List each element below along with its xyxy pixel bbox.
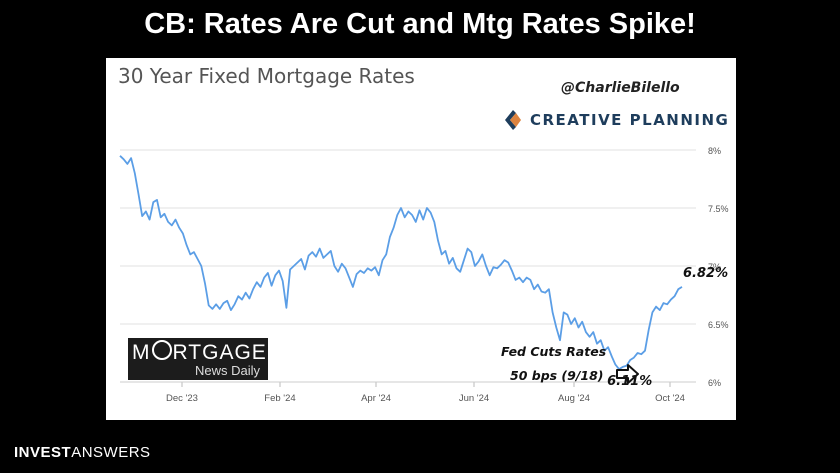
mortgage-news-daily-logo: M RTGAGE News Daily	[128, 338, 268, 380]
mnd-wordmark: M RTGAGE	[132, 340, 267, 365]
x-tick-label: Jun '24	[459, 393, 489, 404]
slide-title: CB: Rates Are Cut and Mtg Rates Spike!	[0, 4, 840, 44]
fed-cut-annotation-line2: 50 bps (9/18)	[510, 368, 604, 383]
footer-brand-bold: INVEST	[14, 444, 71, 461]
y-tick-label: 7.5%	[708, 204, 729, 214]
mnd-subtitle: News Daily	[195, 363, 260, 378]
y-tick-label: 6%	[708, 378, 721, 388]
y-tick-label: 8%	[708, 146, 721, 156]
x-tick-label: Dec '23	[166, 393, 198, 404]
x-tick-label: Feb '24	[264, 393, 295, 404]
globe-icon	[152, 340, 172, 360]
x-tick-label: Oct '24	[655, 393, 685, 404]
low-rate-label: 6.11%	[607, 374, 652, 389]
mnd-wordmark-right: RTGAGE	[173, 341, 267, 364]
chart-panel: 30 Year Fixed Mortgage Rates @CharlieBil…	[106, 58, 736, 420]
fed-cut-annotation-line1: Fed Cuts Rates	[501, 344, 606, 359]
footer-brand-light: ANSWERS	[71, 444, 150, 461]
x-tick-label: Apr '24	[361, 393, 391, 404]
last-rate-label: 6.82%	[683, 266, 728, 281]
mnd-wordmark-left: M	[132, 341, 151, 364]
y-tick-label: 6.5%	[708, 320, 729, 330]
footer-brand: INVESTANSWERS	[14, 444, 151, 461]
x-tick-label: Aug '24	[558, 393, 590, 404]
